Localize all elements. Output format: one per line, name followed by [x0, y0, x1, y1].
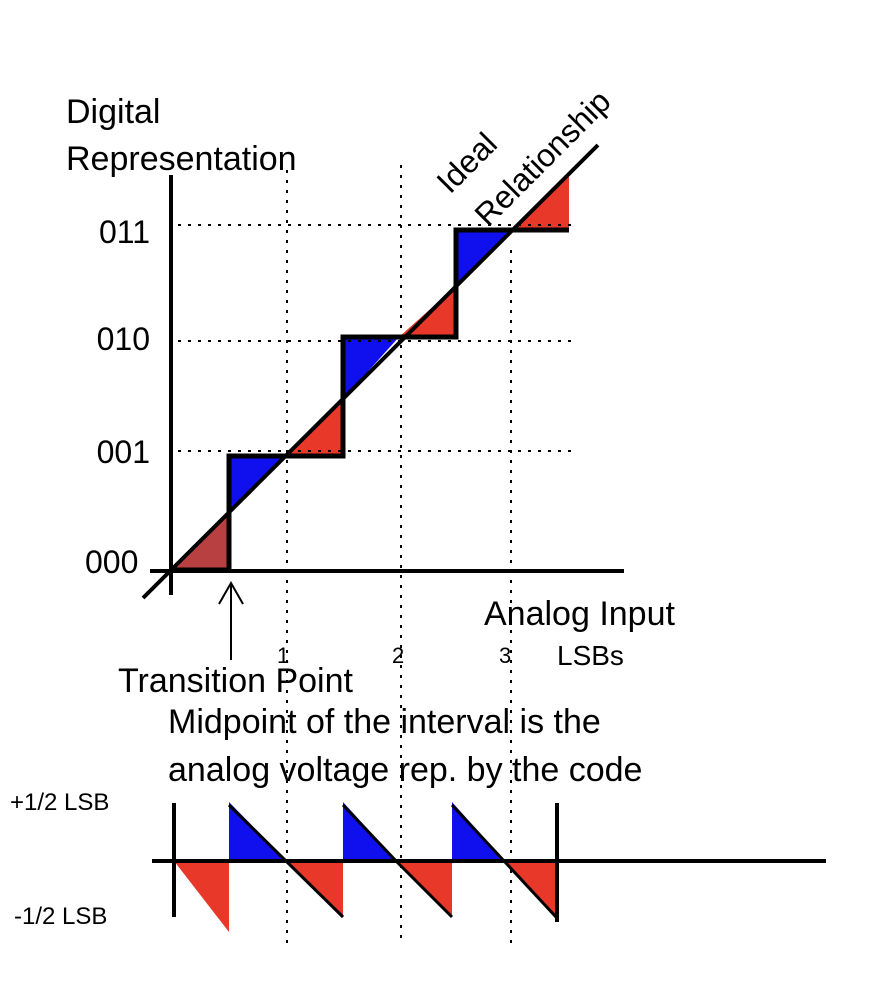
lsb-tick-1: 1 [277, 643, 289, 668]
y-axis-label-line2: Representation [66, 140, 297, 178]
y-axis-label-line1: Digital [66, 93, 160, 131]
code-label-001: 001 [97, 434, 150, 470]
lsb-tick-2: 2 [392, 643, 404, 668]
error-minus-label: -1/2 LSB [14, 903, 107, 930]
code-label-011: 011 [99, 214, 150, 250]
ideal-relationship-line [141, 143, 600, 600]
note-line2: analog voltage rep. by the code [168, 751, 642, 789]
error-plus-label: +1/2 LSB [10, 789, 109, 816]
units-label: LSBs [557, 640, 624, 671]
staircase-transfer-function [172, 227, 569, 573]
dotted-grid [178, 165, 578, 945]
error-negative-fill [174, 861, 229, 932]
code-label-010: 010 [97, 321, 150, 357]
transition-point-label: Transition Point [118, 662, 354, 700]
code-label-000: 000 [85, 544, 138, 580]
note-line1: Midpoint of the interval is the [168, 703, 601, 741]
x-axis-label: Analog Input [484, 595, 675, 633]
error-sawtooth [227, 803, 558, 919]
transition-arrow [218, 580, 244, 660]
error-plot [152, 802, 826, 932]
lsb-tick-3: 3 [499, 643, 511, 668]
